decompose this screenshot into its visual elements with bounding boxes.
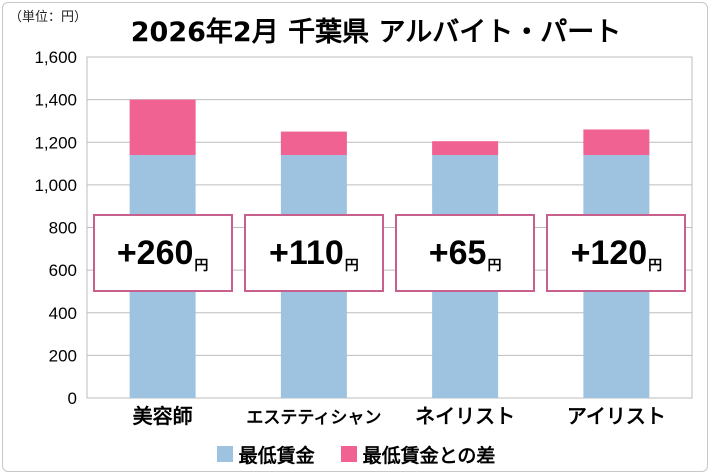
difference-annotation-box: +260円: [92, 214, 233, 292]
difference-unit: 円: [194, 256, 209, 273]
y-tick-label: 400: [49, 304, 77, 323]
difference-annotation-box: +110円: [243, 214, 384, 292]
x-category-label: エステティシャン: [246, 408, 381, 428]
difference-value: +110円: [269, 233, 359, 273]
difference-unit: 円: [344, 256, 359, 273]
unit-label: （単位：円）: [9, 10, 88, 25]
y-tick-label: 1,400: [34, 91, 77, 110]
bar-diff: [432, 141, 499, 156]
legend-label-diff: 最低賃金との差: [362, 444, 496, 467]
difference-unit: 円: [648, 256, 663, 273]
legend-swatch-diff: [340, 446, 357, 462]
y-tick-label: 600: [49, 261, 77, 280]
y-tick-label: 200: [49, 346, 77, 365]
legend-item-base: 最低賃金: [216, 441, 315, 468]
bar-diff: [280, 131, 347, 156]
difference-value: +65円: [428, 233, 502, 273]
chart-title: 2026年2月 千葉県 アルバイト・パート: [130, 17, 622, 48]
y-tick-label: 0: [68, 389, 77, 408]
legend-swatch-base: [216, 446, 233, 462]
difference-annotation-box: +120円: [546, 214, 687, 292]
chart-frame: [2, 2, 708, 472]
legend-item-diff: 最低賃金との差: [340, 441, 496, 468]
legend-label-base: 最低賃金: [238, 444, 315, 467]
x-category-label: 美容師: [133, 404, 193, 428]
y-tick-label: 1,200: [34, 133, 77, 152]
difference-value: +120円: [570, 233, 663, 273]
y-tick-label: 1,000: [34, 176, 77, 195]
y-tick-label: 1,600: [34, 48, 77, 67]
legend: 最低賃金 最低賃金との差: [0, 440, 712, 468]
bar-diff: [583, 129, 650, 156]
difference-annotation-box: +65円: [395, 214, 536, 292]
x-category-label: ネイリスト: [415, 404, 515, 428]
difference-value: +260円: [116, 233, 209, 273]
y-tick-label: 800: [49, 219, 77, 238]
difference-unit: 円: [487, 256, 502, 273]
bar-diff: [129, 99, 196, 156]
x-category-label: アイリスト: [567, 404, 666, 428]
